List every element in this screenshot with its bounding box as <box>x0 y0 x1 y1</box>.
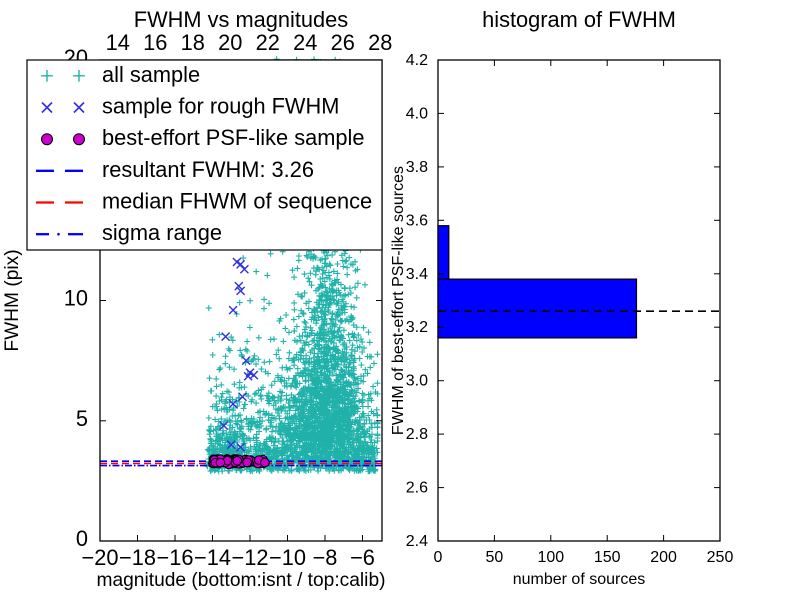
svg-text:−14: −14 <box>194 545 231 570</box>
svg-text:2.8: 2.8 <box>406 426 428 443</box>
svg-text:4.2: 4.2 <box>406 52 428 69</box>
svg-text:4.0: 4.0 <box>406 105 428 122</box>
svg-text:250: 250 <box>707 549 734 566</box>
svg-text:sigma range: sigma range <box>102 220 222 245</box>
svg-text:18: 18 <box>181 30 205 55</box>
svg-text:5: 5 <box>76 406 88 431</box>
svg-text:FWHM vs magnitudes: FWHM vs magnitudes <box>134 7 348 32</box>
svg-text:22: 22 <box>256 30 280 55</box>
svg-text:best-effort PSF-like sample: best-effort PSF-like sample <box>102 125 364 150</box>
svg-text:FWHM of best-effort PSF-like s: FWHM of best-effort PSF-like sources <box>390 166 407 435</box>
svg-text:50: 50 <box>486 549 504 566</box>
svg-text:−10: −10 <box>269 545 306 570</box>
svg-text:−12: −12 <box>232 545 269 570</box>
svg-text:all sample: all sample <box>102 62 200 87</box>
svg-text:28: 28 <box>368 30 392 55</box>
svg-text:3.0: 3.0 <box>406 373 428 390</box>
svg-text:16: 16 <box>143 30 167 55</box>
svg-text:−16: −16 <box>157 545 194 570</box>
svg-text:resultant FWHM: 3.26: resultant FWHM: 3.26 <box>102 157 314 182</box>
svg-text:−8: −8 <box>313 545 338 570</box>
svg-text:0: 0 <box>434 549 443 566</box>
svg-text:3.6: 3.6 <box>406 212 428 229</box>
svg-text:FWHM (pix): FWHM (pix) <box>2 249 23 351</box>
svg-text:−18: −18 <box>119 545 156 570</box>
svg-text:median FHWM of sequence: median FHWM of sequence <box>102 189 372 214</box>
svg-text:150: 150 <box>594 549 621 566</box>
svg-text:sample for rough FWHM: sample for rough FWHM <box>102 94 339 119</box>
svg-text:0: 0 <box>76 526 88 551</box>
svg-text:histogram of FWHM: histogram of FWHM <box>482 7 676 32</box>
svg-text:26: 26 <box>331 30 355 55</box>
svg-text:magnitude (bottom:isnt / top:c: magnitude (bottom:isnt / top:calib) <box>96 570 385 591</box>
svg-text:200: 200 <box>650 549 677 566</box>
svg-text:2.6: 2.6 <box>406 480 428 497</box>
svg-text:3.2: 3.2 <box>406 319 428 336</box>
svg-text:2.4: 2.4 <box>406 533 428 550</box>
svg-text:100: 100 <box>537 549 564 566</box>
svg-text:−6: −6 <box>350 545 375 570</box>
svg-text:number of sources: number of sources <box>513 571 646 588</box>
svg-text:10: 10 <box>64 286 88 311</box>
svg-text:3.4: 3.4 <box>406 266 428 283</box>
svg-text:14: 14 <box>106 30 130 55</box>
svg-text:24: 24 <box>293 30 317 55</box>
svg-text:3.8: 3.8 <box>406 159 428 176</box>
svg-text:20: 20 <box>218 30 242 55</box>
